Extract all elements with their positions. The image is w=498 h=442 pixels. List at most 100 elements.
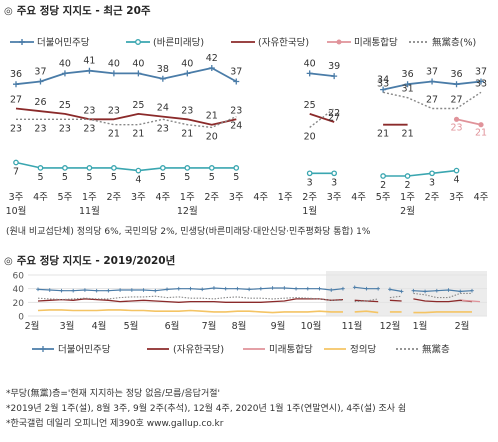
data-label-jayu: 25: [304, 100, 316, 111]
data-label-bareun: 3: [331, 177, 337, 188]
x-tick-label: 5주: [58, 192, 73, 203]
data-label-jayu: 21: [377, 129, 389, 140]
legend-label-jayu: (자유한국당): [173, 345, 224, 356]
data-point-bareun: [37, 165, 44, 171]
data-point-bareun: [404, 173, 411, 179]
data-label-minju: 36: [10, 69, 22, 80]
footnotes: *무당(無黨)층='현재 지지하는 정당 없음/모름/응답거절' *2019년 …: [6, 387, 406, 432]
series-line-mirae: [456, 118, 482, 126]
x-group-label: 2월: [400, 205, 415, 217]
data-label-bareun: 7: [13, 167, 19, 178]
legend-label-mirae: 미래통합당: [354, 38, 398, 49]
data-label-jayu: 21: [402, 129, 414, 140]
data-label-bareun: 3: [429, 177, 435, 188]
legend-marker-minju: [40, 346, 46, 352]
data-point-minju: [458, 289, 463, 294]
data-point-minju: [36, 287, 40, 292]
data-label-muhdang: 31: [402, 84, 414, 95]
x-group-label: 11월: [79, 205, 100, 217]
x-tick-label: 3주: [131, 192, 146, 203]
data-label-muhdang: 23: [157, 123, 169, 134]
data-label-minju: 40: [59, 58, 71, 69]
data-label-minju: 37: [426, 67, 438, 78]
data-label-jayu: 23: [83, 105, 95, 116]
data-point-mirae: [478, 122, 484, 128]
data-label-jayu: 22: [328, 108, 340, 119]
data-point-minju: [259, 286, 263, 291]
data-label-minju: 34: [377, 75, 389, 86]
data-point-minju: [282, 286, 287, 290]
data-label-muhdang: 23: [83, 123, 95, 134]
x-tick-label: 7월: [202, 320, 217, 332]
data-point-minju: [233, 78, 240, 85]
data-point-minju: [130, 288, 134, 292]
data-label-muhdang: 21: [181, 129, 193, 140]
data-label-minju: 36: [450, 69, 462, 80]
data-point-minju: [153, 288, 158, 293]
data-point-bareun: [233, 165, 240, 171]
data-point-minju: [223, 286, 228, 291]
data-label-bareun: 5: [233, 172, 239, 183]
data-point-minju: [305, 286, 310, 291]
y-tick-label: 40: [13, 285, 25, 295]
data-label-muhdang: 21: [108, 129, 120, 140]
data-label-minju: 39: [328, 61, 340, 72]
data-label-bareun: 5: [86, 172, 92, 183]
data-label-bareun: 2: [405, 180, 411, 191]
chart2-title-text: 주요 정당 지지도 - 2019/2020년: [16, 255, 176, 267]
data-label-muhdang: 27: [450, 95, 462, 106]
data-label-bareun: 4: [135, 175, 141, 186]
data-label-mirae: 21: [475, 128, 487, 139]
data-point-minju: [71, 288, 75, 293]
data-label-minju: 37: [475, 67, 487, 78]
data-point-bareun: [86, 165, 93, 171]
data-point-minju: [388, 287, 392, 292]
data-label-jayu: 27: [10, 95, 22, 106]
data-point-bareun: [429, 170, 435, 177]
data-point-minju: [478, 78, 484, 85]
x-tick-label: 3주: [327, 192, 342, 203]
data-point-mirae: [453, 116, 460, 122]
data-point-minju: [235, 286, 240, 291]
x-tick-label: 1주: [82, 192, 97, 203]
data-label-minju: 36: [402, 69, 414, 80]
data-label-muhdang: 27: [328, 113, 340, 124]
data-point-bareun: [453, 167, 460, 174]
data-label-bareun: 5: [111, 172, 117, 183]
data-point-minju: [294, 286, 298, 291]
data-point-bareun: [331, 170, 338, 177]
data-point-minju: [200, 287, 205, 292]
footnote-2: *2019년 2월 1주(설), 8월 3주, 9월 2주(추석), 12월 4…: [6, 404, 407, 414]
data-label-minju: 40: [181, 58, 193, 69]
x-tick-label: 2월: [455, 320, 470, 332]
data-label-bareun: 5: [62, 172, 68, 183]
x-tick-label: 4주: [253, 192, 268, 203]
legend-marker-mirae: [336, 39, 342, 45]
data-point-minju: [404, 81, 411, 88]
x-group-label: 10월: [6, 205, 27, 217]
data-label-jayu: 25: [59, 100, 71, 111]
data-point-bareun: [380, 173, 386, 179]
data-label-muhdang: 23: [10, 123, 22, 134]
data-label-bareun: 5: [209, 172, 215, 183]
x-tick-label: 2주: [204, 192, 219, 203]
data-label-muhdang: 33: [377, 78, 389, 89]
chart2-title: ◎ 주요 정당 지지도 - 2019/2020년: [4, 253, 175, 268]
data-point-minju: [159, 75, 166, 82]
data-label-muhdang: 24: [230, 121, 242, 132]
data-label-minju: 37: [230, 67, 242, 78]
x-tick-label: 2주: [106, 192, 121, 203]
series-line-jayu: [37, 298, 473, 303]
footnote-3: *한국갤럽 데일리 오피니언 제390호 www.gallup.co.kr: [6, 419, 224, 429]
data-point-bareun: [111, 165, 117, 171]
data-point-minju: [352, 285, 357, 290]
legend-label-minju: 더불어민주당: [37, 38, 90, 49]
series-line-jayu: [15, 107, 408, 126]
legend-label-muhdang: 無黨층(%): [432, 37, 476, 49]
data-point-minju: [470, 288, 474, 293]
data-point-minju: [247, 287, 251, 292]
x-tick-label: 1주: [278, 192, 293, 203]
footnote-1: *무당(無黨)층='현재 지지하는 정당 없음/모름/응답거절': [6, 389, 220, 399]
data-point-minju: [110, 70, 117, 77]
data-label-bareun: 5: [160, 172, 166, 183]
